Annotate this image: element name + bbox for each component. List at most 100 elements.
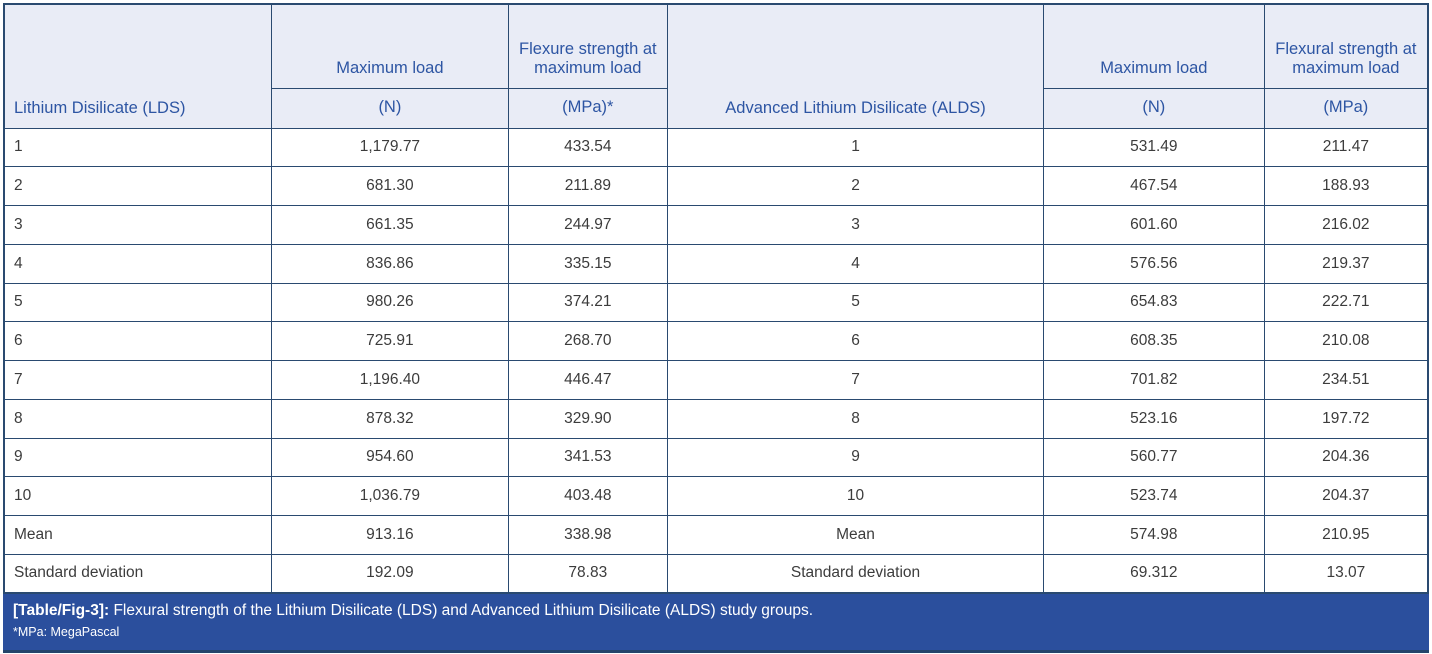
table-cell: 192.09: [271, 553, 509, 594]
table-cell: 1,196.40: [271, 360, 509, 400]
table-row: 10 1,036.79 403.48 10 523.74 204.37: [3, 476, 1429, 516]
table-row: 1 1,179.77 433.54 1 531.49 211.47: [3, 127, 1429, 168]
table-row: 7 1,196.40 446.47 7 701.82 234.51: [3, 360, 1429, 400]
table-footnote: *MPa: MegaPascal: [13, 624, 120, 639]
table-cell: 197.72: [1263, 398, 1429, 439]
table-cell: 13.07: [1263, 553, 1429, 594]
table-cell: 467.54: [1042, 166, 1265, 206]
table-cell: 601.60: [1042, 205, 1265, 245]
header-unit-row: (N) (MPa)* (N) (MPa): [4, 87, 1429, 129]
table-row: 5 980.26 374.21 5 654.83 222.71: [3, 282, 1429, 323]
col-header-lds-group: Lithium Disilicate (LDS): [3, 3, 273, 129]
table-cell: 222.71: [1263, 282, 1429, 323]
table-cell: 523.74: [1042, 476, 1265, 516]
unit-lds-mpa: (MPa)*: [507, 87, 669, 129]
table-cell: 4: [3, 243, 273, 284]
table-cell: 4: [667, 243, 1044, 284]
table-cell: 878.32: [271, 398, 509, 439]
table-cell: Mean: [3, 515, 273, 555]
table-cell: 913.16: [271, 515, 509, 555]
table-cell: 204.37: [1263, 476, 1429, 516]
table-cell: 701.82: [1042, 360, 1265, 400]
col-header-lds-flexure-strength: Flexure strength at maximum load: [507, 3, 669, 89]
table-row: 9 954.60 341.53 9 560.77 204.36: [3, 437, 1429, 478]
table-cell: 234.51: [1263, 360, 1429, 400]
table-cell: 1,179.77: [271, 127, 509, 168]
table-cell: 211.47: [1263, 127, 1429, 168]
col-header-lds-max-load: Maximum load: [271, 3, 509, 89]
header-group-row: Lithium Disilicate (LDS) Maximum load Fl…: [3, 3, 1429, 129]
table-cell: 1,036.79: [271, 476, 509, 516]
table-row: 6 725.91 268.70 6 608.35 210.08: [3, 321, 1429, 361]
unit-alds-mpa: (MPa): [1263, 87, 1429, 129]
table-cell: 433.54: [507, 127, 669, 168]
table-cell: Standard deviation: [667, 553, 1044, 594]
unit-alds-newton: (N): [1042, 87, 1265, 129]
table-cell: 329.90: [507, 398, 669, 439]
table-figure: Lithium Disilicate (LDS) Maximum load Fl…: [3, 3, 1429, 653]
flexural-strength-table: Lithium Disilicate (LDS) Maximum load Fl…: [3, 3, 1429, 594]
table-cell: 7: [667, 360, 1044, 400]
table-cell: 210.95: [1263, 515, 1429, 555]
table-cell: Mean: [667, 515, 1044, 555]
table-cell: 244.97: [507, 205, 669, 245]
table-cell: 219.37: [1263, 243, 1429, 284]
table-cell: 268.70: [507, 321, 669, 361]
table-cell: 576.56: [1042, 243, 1265, 284]
table-cell: 2: [667, 166, 1044, 206]
table-cell: 661.35: [271, 205, 509, 245]
table-cell: 3: [3, 205, 273, 245]
table-cell: 204.36: [1263, 437, 1429, 478]
table-cell: 10: [3, 476, 273, 516]
col-header-alds-flexural-strength: Flexural strength at maximum load: [1263, 3, 1429, 89]
table-cell: 980.26: [271, 282, 509, 323]
table-cell: 681.30: [271, 166, 509, 206]
table-row-mean: Mean 913.16 338.98 Mean 574.98 210.95: [3, 515, 1429, 555]
table-cell: 210.08: [1263, 321, 1429, 361]
table-row: 2 681.30 211.89 2 467.54 188.93: [3, 166, 1429, 206]
table-cell: 5: [3, 282, 273, 323]
table-cell: 8: [667, 398, 1044, 439]
table-cell: 9: [3, 437, 273, 478]
table-cell: 5: [667, 282, 1044, 323]
table-cell: 188.93: [1263, 166, 1429, 206]
table-cell: 531.49: [1042, 127, 1265, 168]
table-cell: 8: [3, 398, 273, 439]
table-cell: 954.60: [271, 437, 509, 478]
table-cell: 374.21: [507, 282, 669, 323]
table-cell: 6: [667, 321, 1044, 361]
table-cell: 446.47: [507, 360, 669, 400]
table-cell: 7: [3, 360, 273, 400]
table-cell: 216.02: [1263, 205, 1429, 245]
table-row: 8 878.32 329.90 8 523.16 197.72: [3, 398, 1429, 439]
table-cell: 9: [667, 437, 1044, 478]
table-cell: 78.83: [507, 553, 669, 594]
table-cell: 2: [3, 166, 273, 206]
table-cell: 608.35: [1042, 321, 1265, 361]
table-cell: 1: [3, 127, 273, 168]
table-cell: 836.86: [271, 243, 509, 284]
table-cell: 654.83: [1042, 282, 1265, 323]
table-cell: Standard deviation: [3, 553, 273, 594]
table-caption: [Table/Fig-3]: Flexural strength of the …: [13, 601, 1419, 622]
table-cell: 1: [667, 127, 1044, 168]
table-cell: 211.89: [507, 166, 669, 206]
table-cell: 335.15: [507, 243, 669, 284]
table-cell: 6: [3, 321, 273, 361]
col-header-alds-max-load: Maximum load: [1042, 3, 1265, 89]
col-header-alds-group: Advanced Lithium Disilicate (ALDS): [667, 3, 1044, 129]
table-cell: 341.53: [507, 437, 669, 478]
table-row: 4 836.86 335.15 4 576.56 219.37: [3, 243, 1429, 284]
unit-lds-newton: (N): [271, 87, 509, 129]
table-cell: 3: [667, 205, 1044, 245]
table-cell: 338.98: [507, 515, 669, 555]
table-cell: 523.16: [1042, 398, 1265, 439]
table-cell: 560.77: [1042, 437, 1265, 478]
table-cell: 69.312: [1042, 553, 1265, 594]
table-caption-tag: [Table/Fig-3]:: [13, 602, 110, 619]
table-row: 3 661.35 244.97 3 601.60 216.02: [3, 205, 1429, 245]
table-cell: 403.48: [507, 476, 669, 516]
table-cell: 725.91: [271, 321, 509, 361]
table-cell: 574.98: [1042, 515, 1265, 555]
table-cell: 10: [667, 476, 1044, 516]
